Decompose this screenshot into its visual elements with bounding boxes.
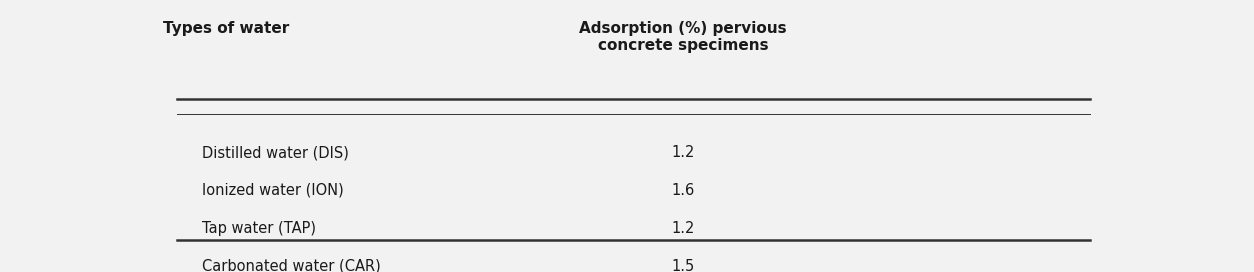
Text: Ionized water (ION): Ionized water (ION) xyxy=(202,183,344,198)
Text: 1.6: 1.6 xyxy=(672,183,695,198)
Text: Types of water: Types of water xyxy=(163,21,290,36)
Text: 1.2: 1.2 xyxy=(672,221,695,236)
Text: 1.5: 1.5 xyxy=(672,259,695,272)
Text: Distilled water (DIS): Distilled water (DIS) xyxy=(202,145,349,160)
Text: Tap water (TAP): Tap water (TAP) xyxy=(202,221,316,236)
Text: 1.2: 1.2 xyxy=(672,145,695,160)
Text: Adsorption (%) pervious
concrete specimens: Adsorption (%) pervious concrete specime… xyxy=(579,21,788,53)
Text: Carbonated water (CAR): Carbonated water (CAR) xyxy=(202,259,380,272)
